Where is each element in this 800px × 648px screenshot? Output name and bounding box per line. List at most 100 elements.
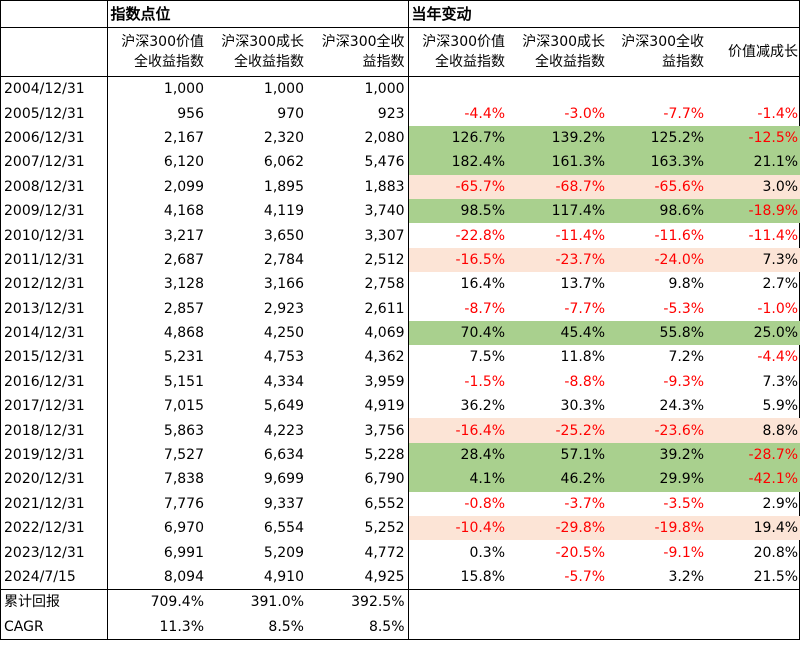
value-index-cell: 3,128 — [106, 272, 207, 297]
summary-growth: 8.5% — [268, 618, 304, 635]
all-index-cell: 2,512 — [364, 251, 405, 268]
growth-change-cell: 45.4% — [508, 320, 609, 346]
value-index-cell: 6,991 — [106, 540, 207, 565]
diff-cell — [707, 77, 800, 102]
value-index-cell: 7,776 — [106, 491, 207, 517]
table-row: 2019/12/31 7,527 6,634 5,228 28.4% 57.1% 39.2%… — [1, 442, 800, 468]
diff-cell: -1.4% — [757, 105, 799, 122]
all-change-cell: -19.8% — [608, 516, 708, 541]
all-index-cell: 3,756 — [364, 422, 405, 439]
diff-cell: -18.9% — [707, 198, 800, 224]
table-row: 2008/12/31 2,099 1,895 1,883 -65.7% -68.7% -65… — [1, 174, 800, 199]
growth-change-cell: -25.2% — [508, 418, 609, 443]
all-index-cell: 4,919 — [364, 398, 405, 415]
value-index-cell: 2,099 — [106, 174, 207, 199]
value-change-cell: 182.4% — [407, 150, 509, 175]
value-index-cell: 7,015 — [106, 394, 207, 419]
date-cell: 2018/12/31 — [4, 422, 85, 439]
growth-index-cell: 4,119 — [263, 203, 304, 220]
value-index-cell: 5,863 — [106, 418, 207, 443]
table-row: 2023/12/31 6,991 5,209 4,772 0.3% -20.5% -9.1%… — [1, 540, 800, 565]
all-index-cell: 1,883 — [364, 178, 405, 195]
all-change-cell: -9.3% — [663, 373, 705, 390]
all-index-cell: 4,362 — [364, 349, 405, 366]
value-index-cell: 3,217 — [106, 223, 207, 248]
growth-change-cell: -3.7% — [564, 495, 606, 512]
summary-growth: 391.0% — [207, 589, 307, 615]
summary-empty-cell — [407, 614, 800, 639]
summary-row: 累计回报 709.4% 391.0% 392.5% — [1, 589, 800, 615]
summary-empty-cell — [407, 589, 800, 615]
all-index-cell: 4,925 — [364, 569, 405, 585]
value-index-cell: 2,857 — [106, 296, 207, 321]
table-row: 2020/12/31 7,838 9,699 6,790 4.1% 46.2% 29.9% -… — [1, 467, 800, 492]
all-index-cell: 6,552 — [364, 495, 405, 512]
growth-index-cell: 4,250 — [263, 325, 304, 342]
value-change-cell: 28.4% — [407, 442, 509, 468]
date-cell: 2007/12/31 — [4, 154, 85, 171]
growth-change-cell: -8.8% — [564, 373, 606, 390]
growth-index-cell: 4,223 — [263, 422, 304, 439]
column-header-row: 沪深300价值全收益指数 沪深300成长全收益指数 沪深300全收益指数 沪深3… — [1, 27, 800, 77]
date-cell: 2020/12/31 — [4, 471, 85, 488]
col-header-growth-index: 沪深300成长全收益指数 — [207, 27, 307, 77]
value-index-cell: 6,120 — [106, 150, 207, 175]
all-index-cell: 923 — [377, 105, 405, 122]
date-cell: 2024/7/15 — [4, 569, 76, 585]
col-header-value-index: 沪深300价值全收益指数 — [106, 27, 207, 77]
date-cell: 2016/12/31 — [4, 373, 85, 390]
diff-cell: 21.1% — [707, 150, 800, 175]
table-row: 2013/12/31 2,857 2,923 2,611 -8.7% -7.7% -5.3%… — [1, 296, 800, 321]
date-cell: 2010/12/31 — [4, 227, 85, 244]
all-change-cell: 98.6% — [608, 198, 708, 224]
diff-cell: -4.4% — [757, 349, 799, 366]
all-change-cell: -23.6% — [608, 418, 708, 443]
date-cell: 2021/12/31 — [4, 495, 85, 512]
diff-cell: 7.3% — [762, 373, 799, 390]
value-index-cell: 5,231 — [106, 345, 207, 370]
value-change-cell: 15.8% — [407, 564, 509, 590]
summary-all: 8.5% — [368, 618, 405, 635]
growth-change-cell: 161.3% — [508, 150, 609, 175]
all-change-cell — [608, 77, 707, 102]
growth-change-cell: 30.3% — [560, 398, 606, 415]
value-change-cell: 0.3% — [407, 540, 509, 565]
value-index-cell: 956 — [106, 101, 207, 126]
group-header-change: 当年变动 — [407, 1, 800, 28]
growth-index-cell: 1,000 — [263, 81, 304, 98]
table-row: 2016/12/31 5,151 4,334 3,959 -1.5% -8.8% -9.3%… — [1, 369, 800, 395]
value-index-cell: 1,000 — [106, 76, 207, 102]
all-change-cell: 3.2% — [668, 569, 705, 585]
growth-index-cell: 4,910 — [263, 569, 304, 585]
all-index-cell: 3,959 — [364, 373, 405, 390]
growth-index-cell: 970 — [277, 105, 304, 122]
summary-label: 累计回报 — [1, 589, 107, 615]
table-row: 2011/12/31 2,687 2,784 2,512 -16.5% -23.7% -24… — [1, 247, 800, 273]
growth-change-cell: 117.4% — [508, 198, 609, 224]
diff-cell: -42.1% — [707, 467, 800, 492]
value-index-cell: 4,168 — [106, 198, 207, 224]
table-row: 2012/12/31 3,128 3,166 2,758 16.4% 13.7% 9.8% 2… — [1, 272, 800, 297]
diff-cell: -12.5% — [707, 125, 800, 151]
growth-index-cell: 6,554 — [263, 520, 304, 537]
value-change-cell: 126.7% — [407, 125, 509, 151]
value-change-cell: -16.4% — [407, 418, 509, 443]
diff-cell: 8.8% — [707, 418, 800, 443]
growth-index-cell: 3,650 — [263, 227, 304, 244]
diff-cell: -28.7% — [707, 442, 800, 468]
value-change-cell: -8.7% — [407, 296, 509, 321]
corner-cell — [1, 1, 107, 28]
all-change-cell: -11.6% — [654, 227, 705, 244]
all-change-cell: -5.3% — [663, 300, 705, 317]
growth-index-cell: 2,784 — [263, 251, 304, 268]
value-index-cell: 4,868 — [106, 320, 207, 346]
growth-change-cell: -7.7% — [564, 300, 606, 317]
diff-cell: 5.9% — [762, 398, 799, 415]
growth-index-cell: 4,753 — [263, 349, 304, 366]
summary-value: 709.4% — [106, 589, 207, 615]
growth-change-cell: -29.8% — [508, 516, 609, 541]
value-index-cell: 6,970 — [106, 516, 207, 541]
all-index-cell: 2,080 — [364, 129, 405, 146]
diff-cell: -1.0% — [757, 300, 799, 317]
date-cell: 2011/12/31 — [4, 251, 85, 268]
